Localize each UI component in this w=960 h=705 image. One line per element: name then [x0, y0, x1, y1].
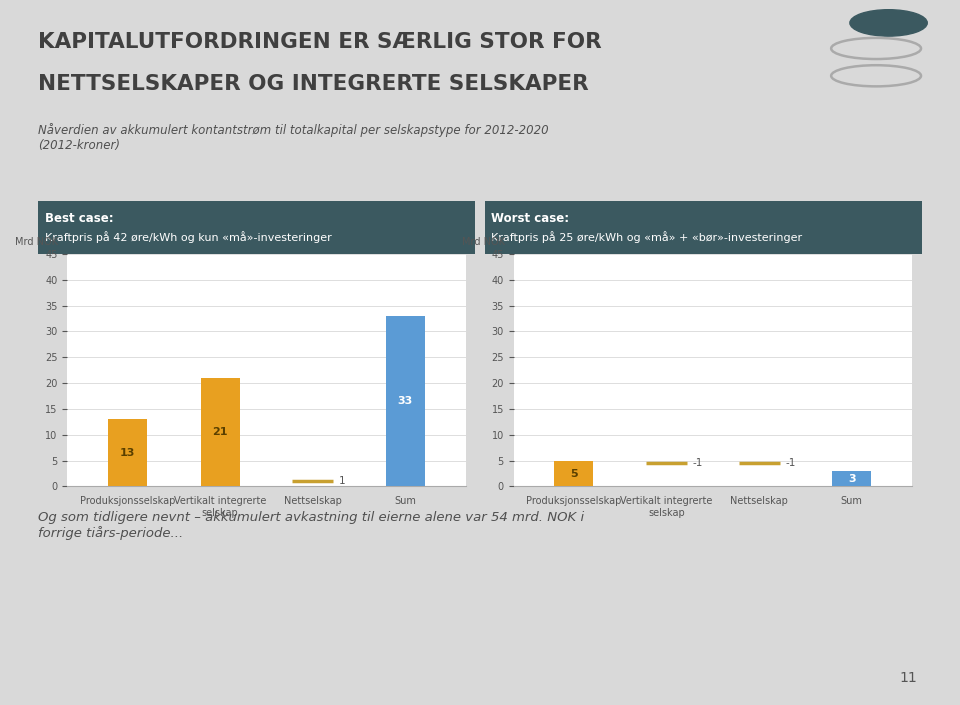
- Text: 5: 5: [570, 469, 578, 479]
- Text: Og som tidligere nevnt – akkumulert avkastning til eierne alene var 54 mrd. NOK : Og som tidligere nevnt – akkumulert avka…: [38, 511, 585, 540]
- Text: Mrd NOK: Mrd NOK: [15, 237, 59, 247]
- Text: -1: -1: [692, 458, 703, 468]
- Text: Best case:: Best case:: [45, 212, 113, 224]
- Text: 1: 1: [339, 477, 346, 486]
- Text: 33: 33: [397, 396, 413, 406]
- Bar: [554, 460, 593, 486]
- Text: KAPITALUTFORDRINGEN ER SÆRLIG STOR FOR: KAPITALUTFORDRINGEN ER SÆRLIG STOR FOR: [38, 32, 602, 51]
- Bar: [832, 471, 872, 486]
- Bar: [201, 378, 240, 486]
- Text: 11: 11: [900, 671, 917, 685]
- Bar: [386, 316, 425, 486]
- Text: Mrd NOK: Mrd NOK: [462, 237, 505, 247]
- Text: Nåverdien av akkumulert kontantstrøm til totalkapital per selskapstype for 2012-: Nåverdien av akkumulert kontantstrøm til…: [38, 123, 549, 152]
- Text: Kraftpris på 25 øre/kWh og «må» + «bør»-investeringer: Kraftpris på 25 øre/kWh og «må» + «bør»-…: [492, 231, 803, 243]
- Text: -1: -1: [785, 458, 796, 468]
- Text: Kraftpris på 42 øre/kWh og kun «må»-investeringer: Kraftpris på 42 øre/kWh og kun «må»-inve…: [45, 231, 332, 243]
- Bar: [108, 419, 147, 486]
- Text: 21: 21: [212, 427, 228, 437]
- Text: NETTSELSKAPER OG INTEGRERTE SELSKAPER: NETTSELSKAPER OG INTEGRERTE SELSKAPER: [38, 74, 589, 94]
- Ellipse shape: [850, 10, 927, 36]
- Text: 13: 13: [120, 448, 135, 458]
- Text: Worst case:: Worst case:: [492, 212, 569, 224]
- Text: 3: 3: [848, 474, 855, 484]
